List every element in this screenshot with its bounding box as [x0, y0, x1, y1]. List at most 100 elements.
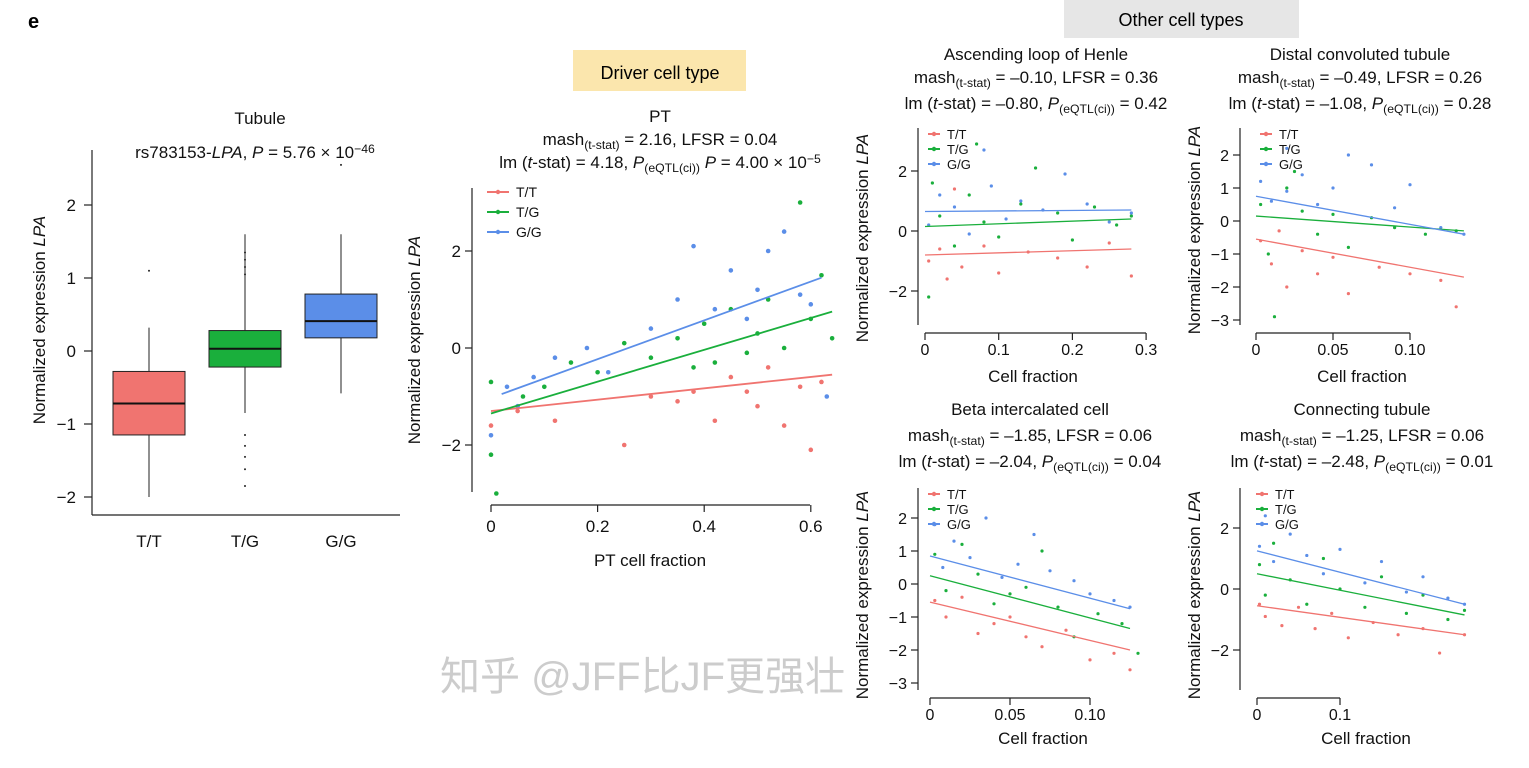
legend-marker [1263, 161, 1269, 167]
fit-line-T/G [490, 310, 833, 415]
data-point [1136, 651, 1140, 655]
data-point [1363, 605, 1367, 609]
x-tick-label: 0.10 [1074, 707, 1105, 724]
legend: T/TT/GG/G [1256, 487, 1299, 532]
data-point [1032, 532, 1036, 537]
legend-label: T/G [516, 204, 539, 220]
lm-stat-line-part: t [927, 452, 933, 471]
data-point [944, 589, 948, 593]
legend: T/TT/GG/G [928, 127, 971, 172]
legend-label: G/G [516, 224, 542, 240]
data-point [1296, 605, 1301, 609]
data-point [952, 244, 957, 248]
mash-stat-line-part: mash [1238, 68, 1280, 87]
x-tick-label: 0 [486, 517, 495, 536]
data-point [984, 516, 988, 520]
data-point [1088, 592, 1092, 596]
data-point [808, 302, 814, 307]
data-point [488, 379, 494, 385]
data-point [1040, 549, 1044, 553]
legend-marker [495, 209, 501, 215]
legend-label: T/T [947, 487, 967, 502]
y-tick-label: −2 [57, 488, 76, 507]
data-point [1446, 617, 1450, 622]
data-point [1439, 226, 1443, 230]
data-point [621, 340, 627, 346]
y-tick-label: −1 [1211, 247, 1229, 264]
y-axis-label-part: Normalized expression [853, 522, 872, 700]
data-point [552, 355, 558, 361]
series-T/T [933, 595, 1132, 672]
x-tick-label: 0.05 [1317, 342, 1348, 359]
data-point [781, 423, 787, 428]
chart-subtitle-part: = 5.76 × 10 [263, 143, 354, 162]
y-tick-label: −2 [1211, 280, 1229, 297]
mash-stat-line-part: = 2.16, LFSR = 0.04 [620, 130, 778, 149]
data-point [1269, 199, 1273, 203]
data-point [819, 272, 824, 278]
lm-stat-line-part: -stat) = –1.08, [1262, 94, 1372, 113]
legend-label: T/T [947, 127, 967, 142]
chart-title: Connecting tubule [1293, 400, 1430, 419]
data-point [1257, 563, 1262, 567]
data-point [675, 336, 680, 341]
data-point [1316, 202, 1320, 207]
data-point [1338, 547, 1342, 551]
y-tick-label: 2 [898, 164, 907, 181]
series-G/G [1257, 514, 1467, 606]
data-point [488, 452, 494, 458]
data-point [1285, 186, 1289, 190]
chart-title-part: Ascending loop of Henle [944, 45, 1128, 64]
data-point [1363, 581, 1367, 585]
chart-title-part: Distal convoluted tubule [1270, 45, 1451, 64]
data-point [531, 374, 536, 380]
x-tick-label: 0.3 [1135, 342, 1157, 359]
data-point [1072, 579, 1076, 583]
legend-label: G/G [1279, 157, 1303, 172]
data-point [494, 491, 499, 496]
data-point [1085, 202, 1089, 206]
y-tick-label: 2 [898, 511, 907, 528]
y-tick-label: −3 [889, 676, 907, 693]
y-axis-label-part: Normalized expression [405, 267, 424, 445]
mash-stat-line-part: (t-stat) [949, 434, 984, 448]
data-point [1408, 272, 1412, 276]
data-point [1331, 212, 1335, 216]
outlier-point [340, 163, 342, 166]
data-point [967, 232, 971, 236]
data-point [1379, 559, 1384, 564]
legend-marker [495, 189, 501, 195]
box [304, 293, 378, 339]
lm-stat-line: lm (t-stat) = –0.80, P(eQTL(ci)) = 0.42 [905, 94, 1168, 116]
data-point [755, 403, 760, 409]
chart-title-part: Tubule [234, 109, 285, 128]
mash-stat-line-part: (t-stat) [1279, 76, 1314, 90]
data-point [1369, 163, 1374, 167]
x-axis-label-part: Cell fraction [988, 367, 1078, 386]
lm-stat-line-part: (eQTL(ci)) [1059, 102, 1115, 116]
data-point [1129, 274, 1133, 278]
legend-label: G/G [1275, 517, 1299, 532]
box-T/T [112, 269, 186, 497]
series-T/G [933, 542, 1140, 655]
outlier-point [244, 485, 246, 488]
data-point [488, 423, 494, 428]
data-point [930, 181, 934, 185]
data-point [1404, 590, 1408, 594]
data-point [1285, 189, 1289, 193]
x-axis-label: Cell fraction [998, 729, 1088, 748]
lm-stat-line-part: t [1259, 452, 1265, 471]
lm-stat-line-part: = 0.42 [1115, 94, 1167, 113]
chart-title: Tubule [234, 109, 285, 128]
data-point [960, 542, 964, 547]
outlier-point [244, 455, 246, 458]
data-point [648, 394, 654, 399]
legend-marker [1263, 131, 1269, 137]
series-G/G [488, 229, 830, 438]
data-point [1257, 602, 1262, 606]
data-point [1346, 245, 1350, 249]
y-axis-label-part: LPA [405, 236, 424, 267]
mash-stat-line-part: mash [543, 130, 585, 149]
lm-stat-line-part: P [705, 153, 717, 172]
